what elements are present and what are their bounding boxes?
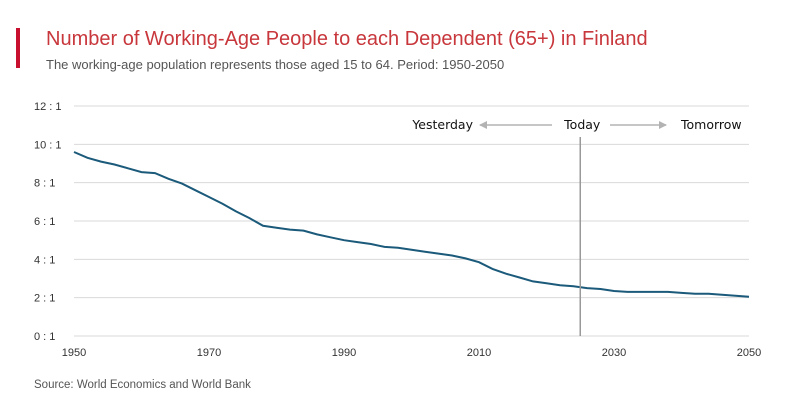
annotation-tomorrow: Tomorrow — [680, 117, 742, 132]
x-tick-label: 2030 — [602, 347, 626, 359]
y-tick-label: 4 : 1 — [34, 254, 55, 266]
source-note: Source: World Economics and World Bank — [34, 379, 251, 391]
x-axis-ticks: 1950 1970 1990 2010 2030 2050 — [62, 347, 761, 359]
annotation-yesterday: Yesterday — [411, 117, 473, 132]
y-tick-label: 0 : 1 — [34, 331, 55, 343]
y-tick-label: 8 : 1 — [34, 178, 55, 190]
x-tick-label: 2050 — [737, 347, 761, 359]
series-line — [73, 151, 750, 298]
x-tick-label: 2010 — [467, 347, 491, 359]
y-tick-label: 2 : 1 — [34, 293, 55, 305]
chart-subtitle: The working-age population represents th… — [46, 57, 505, 72]
x-tick-label: 1990 — [332, 347, 356, 359]
y-tick-label: 12 : 1 — [34, 101, 62, 113]
title-accent-bar — [16, 28, 20, 68]
y-tick-label: 6 : 1 — [34, 216, 55, 228]
x-tick-label: 1970 — [197, 347, 221, 359]
y-axis-ticks: 0 : 1 2 : 1 4 : 1 6 : 1 8 : 1 10 : 1 12 : 1 — [34, 101, 62, 343]
gridlines — [74, 105, 749, 337]
annotation-today: Today — [563, 117, 601, 132]
y-tick-label: 10 : 1 — [34, 139, 62, 151]
x-tick-label: 1950 — [62, 347, 86, 359]
chart-title: Number of Working-Age People to each Dep… — [46, 28, 648, 50]
